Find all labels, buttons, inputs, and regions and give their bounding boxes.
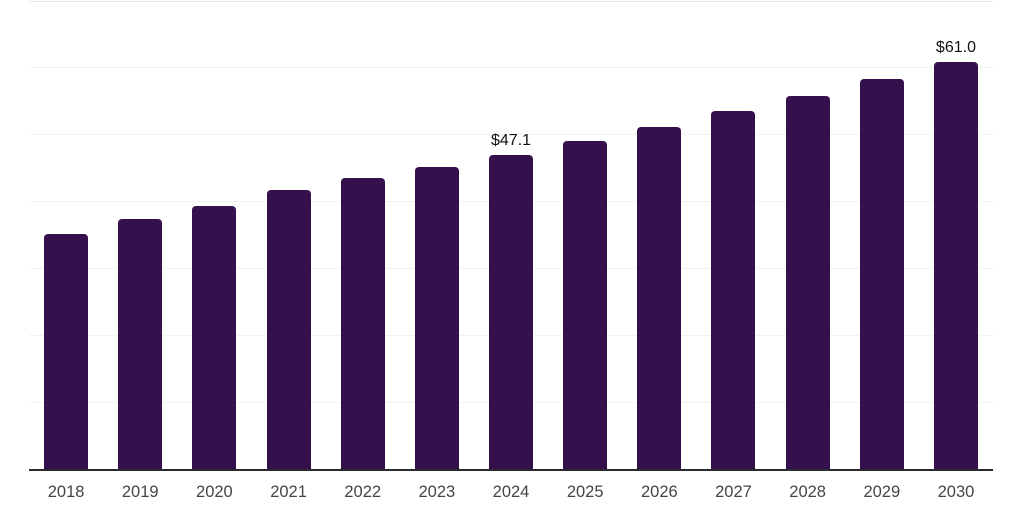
bar-2020 (192, 205, 237, 470)
x-tick-2026: 2026 (640, 483, 678, 501)
bar-2024 (489, 154, 534, 470)
bar-2023 (414, 166, 459, 470)
x-tick-2021: 2021 (270, 483, 307, 501)
x-tick-2023: 2023 (418, 483, 456, 501)
x-axis-line (29, 469, 993, 471)
bar-2026 (637, 126, 682, 470)
bar-2030 (933, 61, 978, 470)
x-tick-2022: 2022 (344, 483, 382, 501)
x-tick-2025: 2025 (566, 483, 604, 501)
bar-2027 (711, 111, 756, 470)
x-tick-2024: 2024 (492, 483, 530, 501)
gridline-50 (29, 134, 993, 136)
bar-band-2018 (29, 0, 103, 470)
bar-band-2020 (177, 0, 251, 470)
bar-band-2024: $47.1 (474, 0, 548, 470)
bar-band-2026 (622, 0, 696, 470)
bar-2029 (859, 79, 904, 470)
x-tick-2030: 2030 (937, 483, 975, 501)
bar-2028 (785, 95, 830, 470)
value-label-2024: $47.1 (490, 131, 532, 149)
gridline-60 (29, 67, 993, 69)
x-tick-2020: 2020 (196, 483, 233, 501)
bar-band-2029 (845, 0, 919, 470)
bar-band-2030: $61.0 (919, 0, 993, 470)
bar-band-2022 (326, 0, 400, 470)
bar-band-2019 (103, 0, 177, 470)
plot-area: $47.1 $61.0 (29, 0, 993, 471)
bar-2019 (118, 219, 163, 470)
x-tick-2019: 2019 (121, 483, 159, 501)
bar-2018 (44, 234, 89, 470)
x-axis-tick-labels: 2018 2019 2020 2021 2022 2023 2024 2025 2026 2027… (29, 484, 993, 501)
x-tick-2018: 2018 (47, 483, 85, 501)
bar-series: $47.1 $61.0 (29, 0, 993, 470)
x-tick-2029: 2029 (863, 483, 901, 501)
bar-band-2025 (548, 0, 622, 470)
bar-2021 (266, 190, 311, 470)
bar-band-2023 (400, 0, 474, 470)
value-label-2030: $61.0 (935, 38, 976, 56)
bar-2022 (340, 178, 385, 470)
x-tick-2027: 2027 (715, 483, 752, 501)
bar-band-2021 (251, 0, 325, 470)
bar-band-2028 (771, 0, 845, 470)
bar-band-2027 (696, 0, 770, 470)
gridline-70 (29, 0, 993, 2)
x-tick-2028: 2028 (789, 483, 826, 501)
bar-2025 (563, 140, 608, 470)
